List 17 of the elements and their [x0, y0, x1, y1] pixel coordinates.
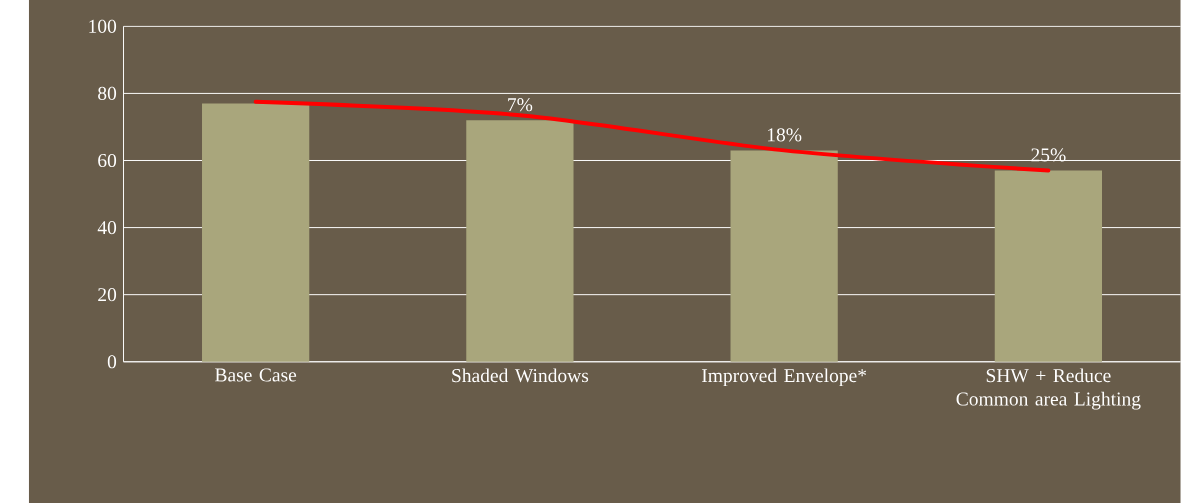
bar [202, 103, 310, 362]
bar [466, 120, 574, 362]
x-tick-label: Base Case [215, 368, 297, 382]
annotation: 18% [767, 128, 802, 142]
annotation: 25% [1031, 148, 1066, 162]
annotation: 7% [508, 97, 533, 112]
x-tick-label: Improved Envelope* [701, 368, 867, 387]
x-tick-label: Shaded Windows [452, 368, 589, 383]
bar [730, 150, 838, 362]
y-tick-label: 20 [98, 288, 117, 302]
bar [994, 170, 1103, 362]
y-tick-label: 100 [89, 19, 117, 33]
y-tick-label: 0 [107, 355, 117, 369]
x-tick-label: SHW + Reduce Common area Lighting [956, 368, 1141, 410]
y-tick-label: 80 [98, 86, 117, 100]
y-tick-label: 60 [98, 153, 117, 167]
y-tick-label: 40 [97, 220, 117, 235]
